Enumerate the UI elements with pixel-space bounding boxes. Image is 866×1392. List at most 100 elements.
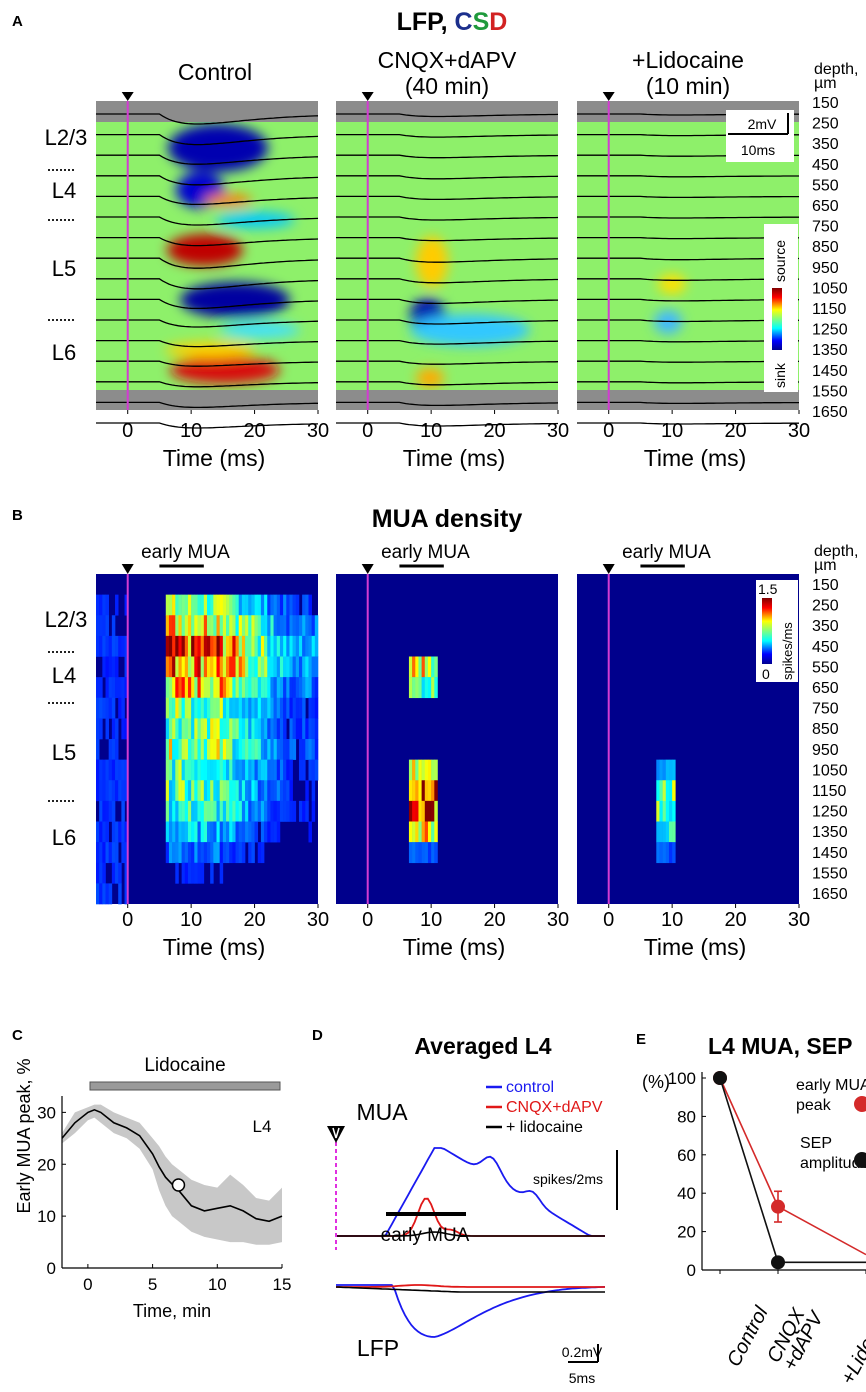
x-tick-label: 20 (483, 420, 505, 442)
mua-cell (181, 739, 186, 760)
x-tick-label: 0 (122, 420, 133, 442)
gray-band-top (96, 101, 318, 122)
mua-cell (270, 780, 274, 802)
mua-cell (165, 842, 170, 864)
lfp-trace-lidocaine (335, 1286, 605, 1293)
mua-cell (241, 800, 246, 822)
mua-cell (99, 883, 103, 905)
mua-cell (200, 862, 205, 884)
mua-cell (302, 697, 306, 719)
mua-cell (232, 780, 236, 802)
mua-cell (662, 842, 667, 864)
mua-cell (111, 718, 116, 740)
mua-cell (102, 635, 106, 657)
mua-cell (213, 615, 217, 637)
mua-cell (245, 800, 249, 822)
mua-cell (289, 656, 293, 678)
mua-cell (184, 594, 189, 616)
mua-cell (264, 677, 268, 699)
mua-cell (216, 780, 220, 802)
mua-cell (200, 821, 205, 843)
mua-cell (264, 656, 268, 678)
mua-cell (207, 759, 211, 781)
mua-cell (184, 718, 189, 740)
x-tick-label: 0 (603, 420, 614, 442)
lfp-trace (96, 154, 319, 165)
mua-cell (187, 635, 192, 657)
mua-cell (197, 759, 201, 781)
mua-cell (662, 800, 667, 822)
mua-cell (254, 656, 259, 678)
mua-cell (295, 615, 300, 637)
depth-label: 650 (812, 198, 839, 215)
mua-cell (257, 842, 262, 864)
mua-cell (165, 656, 170, 678)
data-point (771, 1255, 785, 1270)
mua-cell (241, 615, 246, 637)
mua-cell (219, 718, 224, 740)
mua-cell (207, 677, 211, 699)
mua-cell (295, 677, 300, 699)
mua-cell (408, 780, 413, 802)
mua-cell (96, 697, 100, 719)
mua-cell (248, 718, 252, 740)
mua-cell (257, 718, 262, 740)
x-axis-label: Time (ms) (644, 934, 747, 960)
mua-cell (222, 615, 227, 637)
mua-cell (102, 842, 106, 864)
mua-cell (279, 718, 284, 740)
mua-cell (302, 635, 306, 657)
mua-cell (421, 656, 426, 678)
mua-cell (121, 780, 125, 802)
mua-cell (210, 635, 214, 657)
layer-label-l4: L4 (52, 663, 76, 688)
mua-cell (207, 739, 211, 760)
mua-cell (102, 883, 106, 905)
mua-cell (175, 780, 179, 802)
mua-cell (267, 718, 271, 740)
lidocaine-label: Lidocaine (144, 1055, 225, 1076)
depth-label: 350 (812, 136, 839, 153)
mua-cell (308, 718, 312, 740)
mua-cell (302, 677, 306, 699)
time-axis-labels: Time (ms) Time (ms) Time (ms) (163, 445, 747, 471)
mua-cell (172, 718, 176, 740)
mua-cell (191, 862, 195, 884)
mua-cell (191, 739, 195, 760)
mua-cell (191, 780, 195, 802)
mua-cell (235, 656, 240, 678)
title-part-s: S (473, 8, 490, 36)
mua-cell (418, 800, 422, 822)
mua-cell (102, 780, 106, 802)
mua-cell (105, 697, 109, 719)
mua-cell (245, 677, 249, 699)
depth-label: 550 (812, 177, 839, 194)
mua-cell (105, 677, 109, 699)
mua-cell (434, 821, 438, 843)
depth-label: 150 (812, 95, 839, 112)
mua-cell (184, 677, 189, 699)
mua-cell (115, 842, 119, 864)
early-mua-label: early MUA (381, 1225, 470, 1246)
mua-cell (292, 635, 297, 657)
depth-label: 750 (812, 701, 839, 718)
mua-cell (229, 800, 233, 822)
x-tick-label: 10 (180, 909, 202, 931)
mua-cell (257, 615, 262, 637)
mua-cell (292, 615, 297, 637)
mua-cell (308, 821, 312, 843)
mua-cell (668, 780, 673, 802)
mua-cell (219, 739, 224, 760)
mua-cell (99, 800, 103, 822)
mua-cell (283, 800, 287, 822)
mua-cell (168, 697, 173, 719)
mua-cell (210, 718, 214, 740)
depth-label: 1350 (812, 824, 848, 841)
mua-cell (418, 677, 422, 699)
mua-cell (248, 759, 252, 781)
csd-heatmap-lidocaine (577, 101, 799, 410)
mua-cell (254, 718, 259, 740)
lfp-trace (96, 422, 318, 429)
mua-cell (210, 800, 214, 822)
mua-cell (298, 800, 303, 822)
